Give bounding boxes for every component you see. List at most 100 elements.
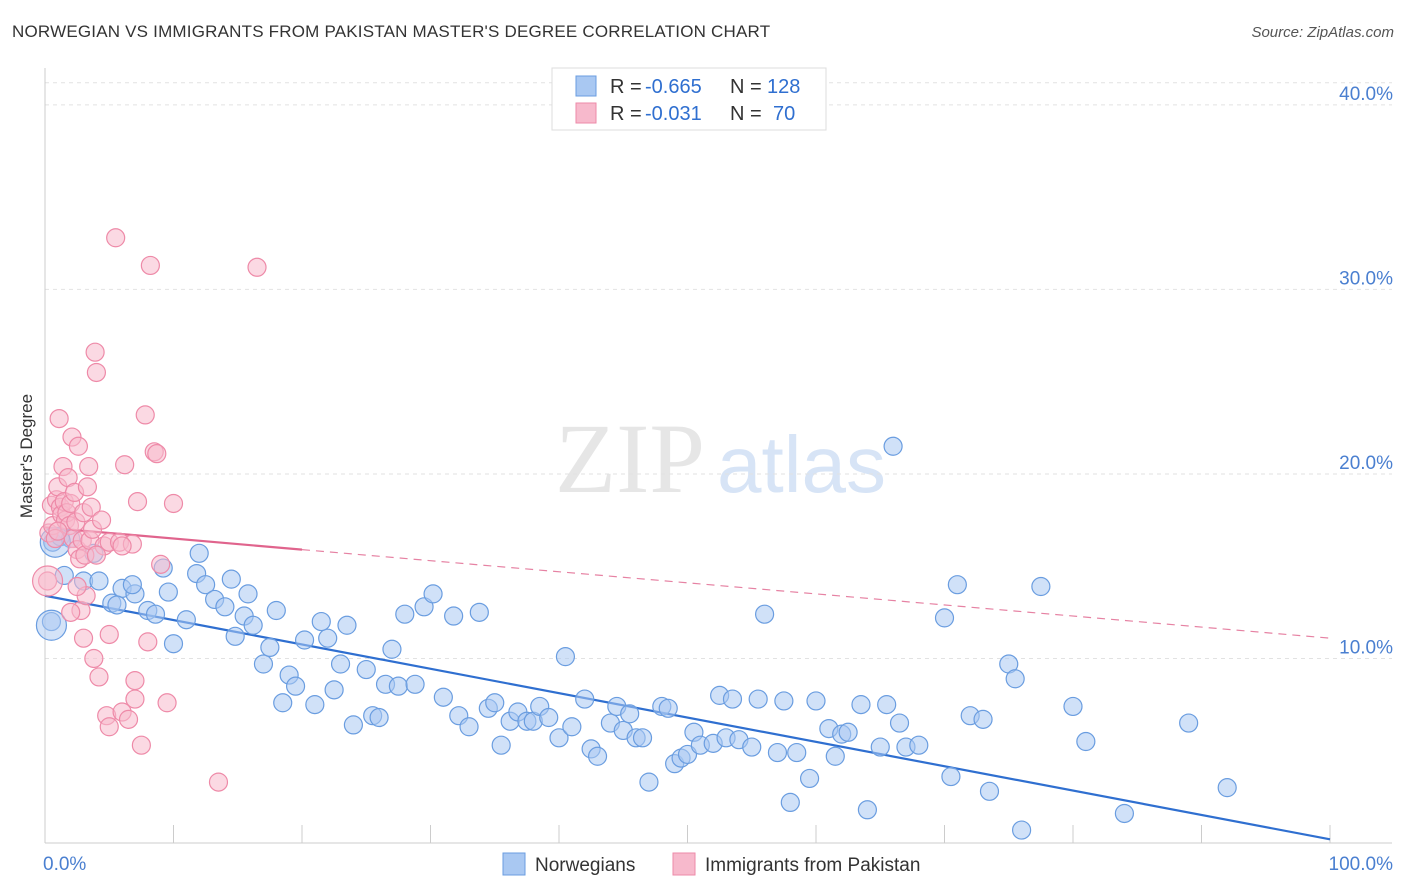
norwegian-point <box>1179 713 1199 733</box>
norwegian-point <box>780 792 800 813</box>
norwegian-point <box>388 676 408 696</box>
pakistan-point <box>125 671 145 691</box>
pakistan-point <box>112 536 132 556</box>
norwegian-point <box>311 611 331 632</box>
norwegian-point <box>305 695 325 715</box>
pakistan-point <box>73 628 94 648</box>
norwegian-point <box>889 713 910 733</box>
norwegian-point <box>549 728 569 748</box>
norwegian-point <box>266 600 286 621</box>
pakistan-point <box>247 257 267 277</box>
watermark-zip: ZIP <box>555 403 705 514</box>
axes-layer <box>44 68 1392 844</box>
norwegian-point <box>459 717 479 737</box>
legend-swatch-pakistan <box>575 102 597 124</box>
norwegian-point <box>1217 778 1237 798</box>
norwegian-point <box>485 693 505 713</box>
norwegian-point <box>158 582 178 602</box>
norwegian-point <box>620 704 640 724</box>
pakistan-point <box>67 576 87 597</box>
pakistan-point-large <box>31 565 64 597</box>
norwegian-point <box>1063 696 1083 717</box>
pakistan-point <box>208 772 229 792</box>
top-legend: R = -0.665 N = 128 R = -0.031 N = 70 <box>551 67 827 131</box>
norwegian-point <box>423 584 443 604</box>
norwegian-point <box>909 735 929 755</box>
pakistan-point <box>131 735 151 755</box>
bottom-legend-swatch-pakistan <box>672 852 696 876</box>
norwegian-point <box>469 602 489 622</box>
norwegian-point <box>754 604 775 624</box>
pakistan-point <box>151 554 171 574</box>
pakistan-point <box>125 689 145 709</box>
norwegian-point <box>973 709 993 729</box>
norwegian-point <box>382 639 402 659</box>
norwegian-point <box>1076 731 1096 752</box>
norwegian-point <box>1011 820 1032 840</box>
x-tick-label-min: 0.0% <box>43 854 86 875</box>
pakistan-point <box>79 456 99 477</box>
grid-layer <box>45 82 1392 659</box>
norwegian-point <box>253 654 274 674</box>
norwegian-point <box>89 571 109 591</box>
pakistan-point <box>86 545 107 565</box>
norwegian-point <box>337 615 357 635</box>
pakistan-point <box>77 477 98 497</box>
legend-n-value-1: 128 <box>767 76 800 98</box>
norwegian-point <box>941 766 961 787</box>
legend-n-value-2: 70 <box>773 103 795 125</box>
norwegian-point <box>189 543 209 563</box>
pakistan-point <box>85 342 105 362</box>
bottom-legend-pakistan: Immigrants from Pakistan <box>705 855 920 876</box>
y-tick-label: 10.0% <box>1339 637 1393 658</box>
norwegian-point <box>356 659 376 680</box>
norwegian-point <box>883 436 903 456</box>
norwegian-point <box>433 687 453 707</box>
pakistan-point <box>147 444 167 464</box>
norwegian-point <box>806 691 826 711</box>
norwegian-point <box>1031 576 1051 597</box>
y-tick-label: 30.0% <box>1339 268 1393 289</box>
norwegian-point <box>343 715 363 735</box>
trend-line-extension-pakistan <box>301 549 1331 639</box>
norwegian-point <box>825 746 845 766</box>
bottom-legend-norwegians: Norwegians <box>535 855 635 876</box>
norwegian-point <box>632 728 653 748</box>
pakistan-point <box>140 255 160 276</box>
norwegian-point <box>238 584 258 604</box>
norwegian-point <box>774 691 794 711</box>
legend-r-value-1: -0.665 <box>645 76 702 98</box>
pakistan-point <box>81 497 101 517</box>
pakistan-point <box>115 455 135 475</box>
norwegian-point <box>1114 803 1135 824</box>
trend-line-norwegians <box>44 594 1331 841</box>
norwegian-point <box>1005 669 1025 689</box>
norwegian-point <box>221 569 241 589</box>
source-label: Source: ZipAtlas.com <box>1251 24 1394 41</box>
watermark-atlas: atlas <box>717 420 886 509</box>
norwegian-point <box>851 695 871 715</box>
norwegian-point <box>215 597 235 617</box>
norwegian-point <box>330 654 351 674</box>
pakistan-point <box>89 667 109 687</box>
norwegian-point <box>243 615 263 635</box>
norwegian-point <box>658 698 678 718</box>
legend-swatch-norwegians <box>575 75 597 97</box>
norwegian-point <box>799 768 820 789</box>
norwegian-point <box>324 680 344 700</box>
y-axis-label: Master's Degree <box>17 394 36 518</box>
norwegian-point <box>260 637 280 658</box>
norwegian-point <box>285 676 306 696</box>
norwegian-point <box>122 575 142 595</box>
pakistan-point <box>61 602 81 622</box>
legend-r-label-1: R = <box>610 76 642 98</box>
norwegian-point <box>787 742 807 763</box>
pakistan-point <box>118 709 139 729</box>
legend-n-label-1: N = <box>730 76 762 98</box>
norwegian-point <box>722 689 743 709</box>
legend-n-label-2: N = <box>730 103 762 125</box>
pakistan-point <box>48 521 68 541</box>
points-layer <box>31 228 1237 840</box>
y-tick-label: 40.0% <box>1339 84 1393 105</box>
pakistan-point <box>84 648 104 669</box>
